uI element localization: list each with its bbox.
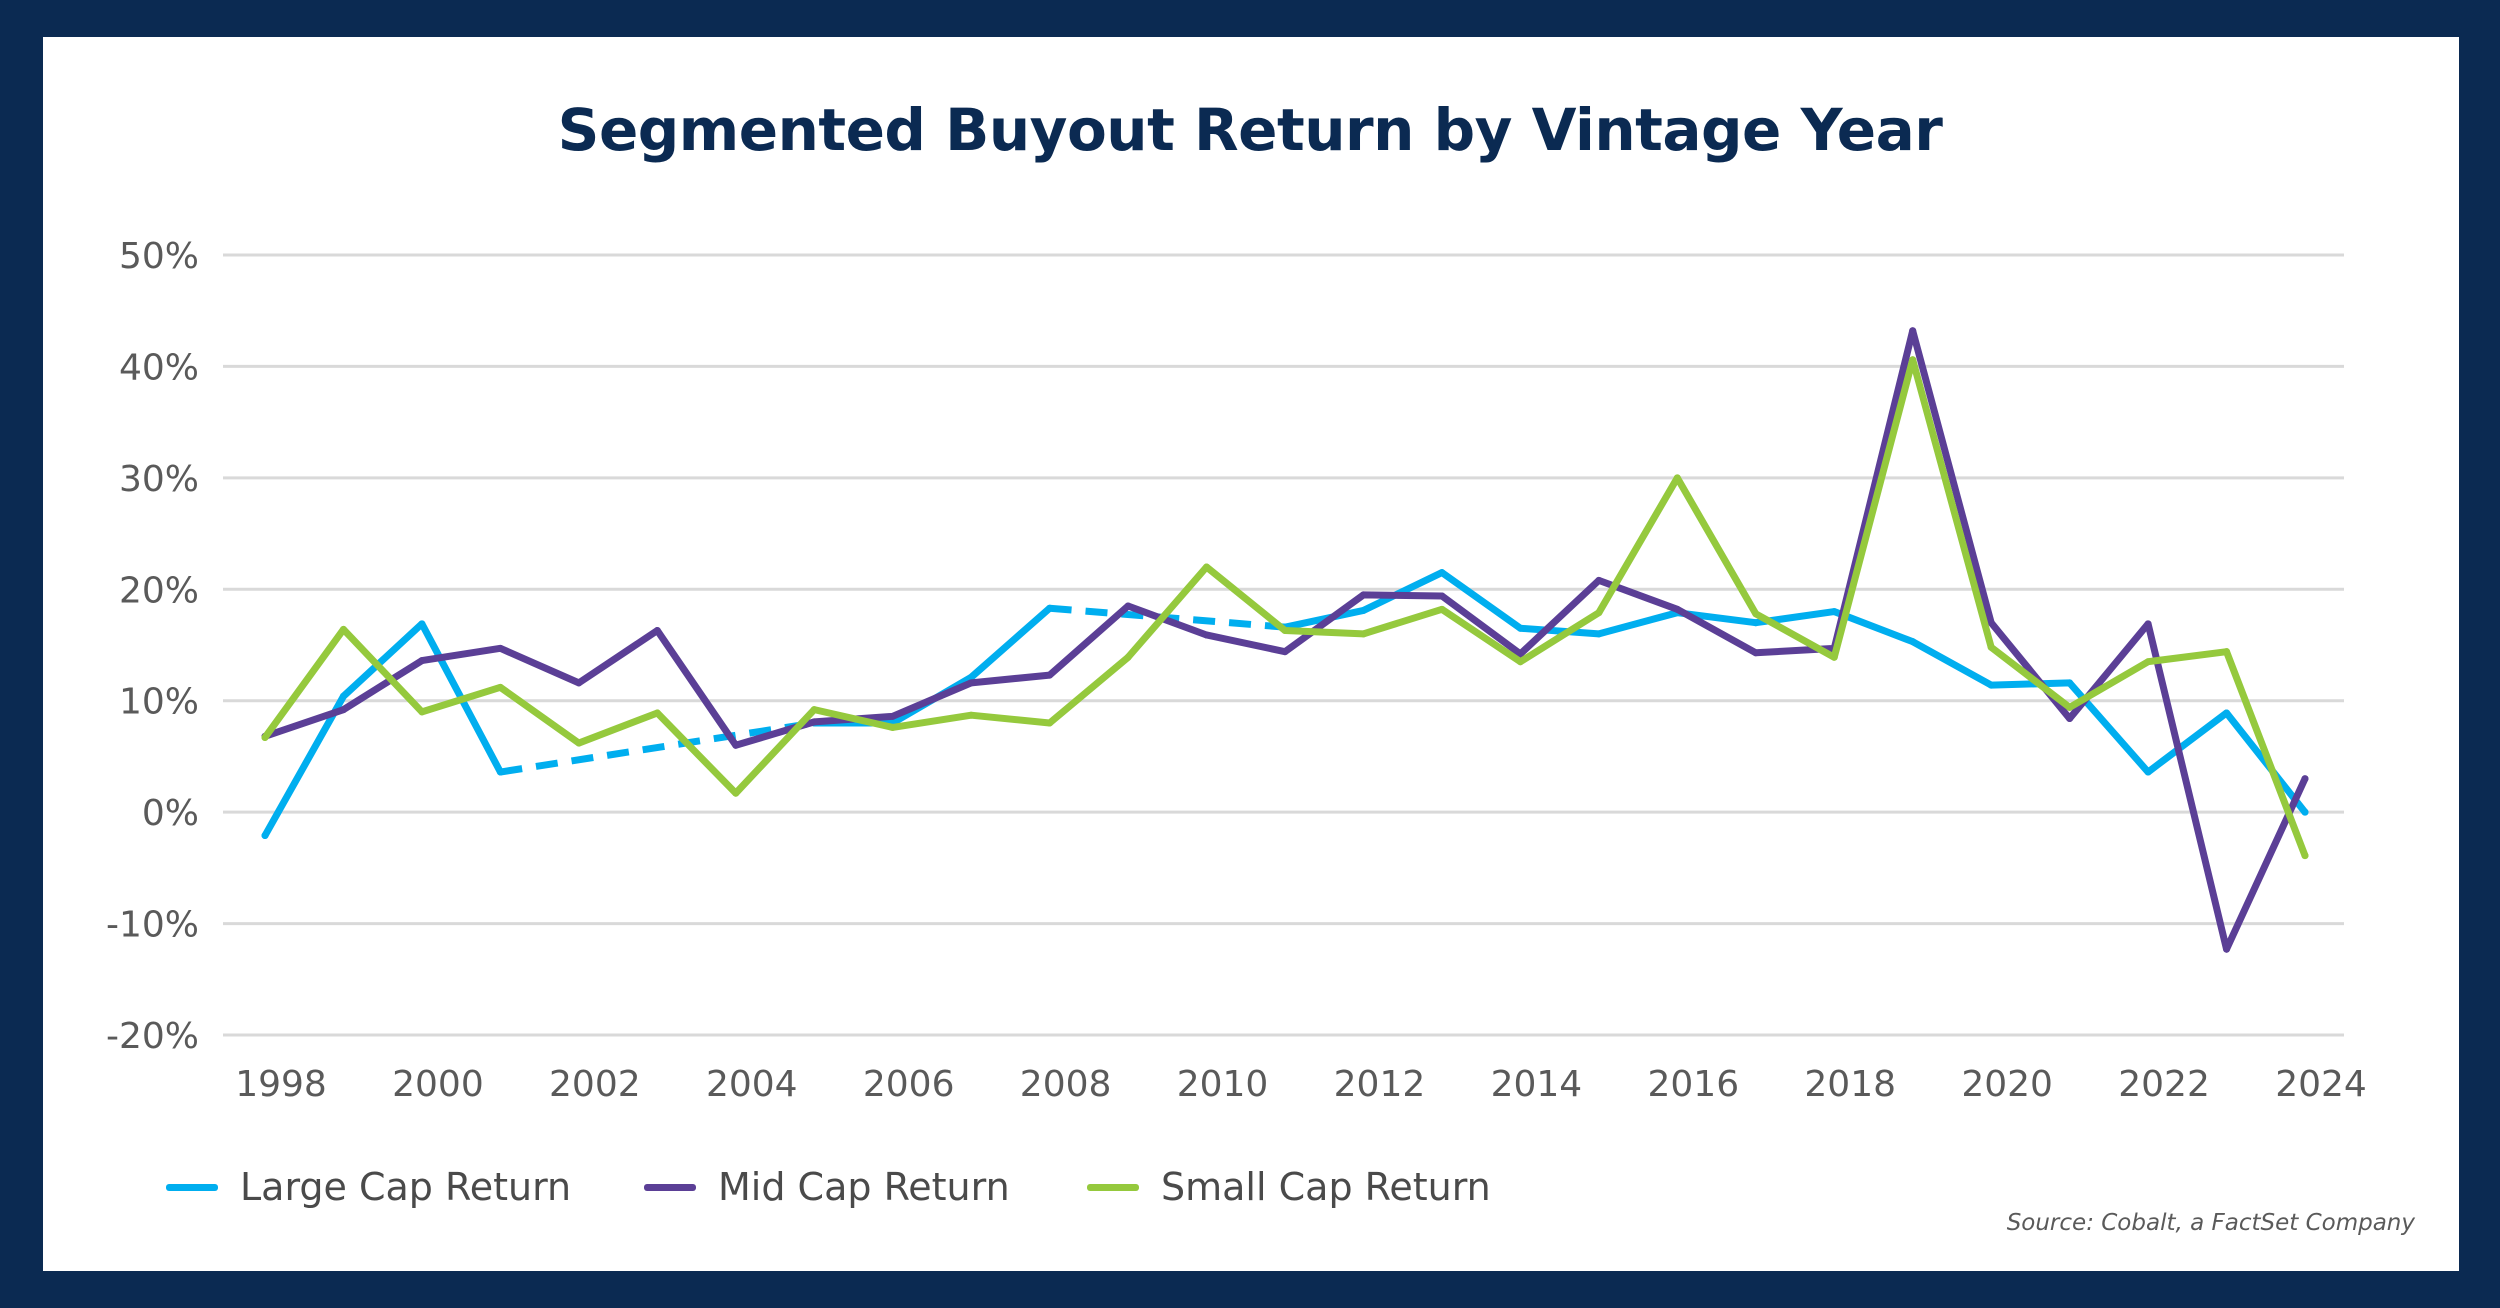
large-cap-return-gap-line (499, 719, 815, 776)
legend-swatch-mid-cap (644, 1183, 696, 1191)
large-cap-return-line (810, 604, 1054, 727)
x-tick-label: 2020 (1961, 1064, 2053, 1105)
legend-label: Mid Cap Return (718, 1165, 1010, 1209)
x-tick-label: 2012 (1334, 1064, 1426, 1105)
legend-swatch-small-cap (1087, 1183, 1139, 1191)
x-tick-label: 2016 (1647, 1064, 1739, 1105)
source-note: Source: Cobalt, a FactSet Company (2006, 1210, 2415, 1236)
y-tick-label: 0% (142, 793, 199, 834)
x-tick-label: 2002 (549, 1064, 641, 1105)
x-tick-label: 2010 (1177, 1064, 1269, 1105)
x-tick-label: 2018 (1804, 1064, 1896, 1105)
x-tick-label: 2014 (1491, 1064, 1583, 1105)
small-cap-return-line (261, 356, 2309, 860)
legend-item-large-cap: Large Cap Return (166, 1160, 571, 1214)
x-tick-label: 2008 (1020, 1064, 1112, 1105)
legend-item-mid-cap: Mid Cap Return (644, 1160, 1010, 1214)
legend-label: Small Cap Return (1161, 1165, 1491, 1209)
y-tick-label: 40% (119, 347, 199, 388)
y-tick-label: 10% (119, 682, 199, 723)
chart-title: Segmented Buyout Return by Vintage Year (557, 96, 1943, 164)
large-cap-return-line (1281, 569, 2309, 816)
mid-cap-return-line (261, 327, 2309, 953)
y-tick-label: 20% (119, 570, 199, 611)
legend-item-small-cap: Small Cap Return (1087, 1160, 1491, 1214)
legend-label: Large Cap Return (240, 1165, 572, 1209)
x-tick-label: 2024 (2275, 1064, 2367, 1105)
x-tick-label: 1998 (235, 1064, 327, 1105)
x-tick-label: 2000 (392, 1064, 484, 1105)
y-tick-label: -20% (106, 1016, 199, 1057)
y-tick-label: 50% (119, 236, 199, 277)
x-tick-label: 2022 (2118, 1064, 2210, 1105)
legend-swatch-large-cap (166, 1183, 218, 1191)
x-tick-label: 2004 (706, 1064, 798, 1105)
y-tick-label: -10% (106, 905, 199, 946)
x-tick-label: 2006 (863, 1064, 955, 1105)
y-tick-label: 30% (119, 459, 199, 500)
